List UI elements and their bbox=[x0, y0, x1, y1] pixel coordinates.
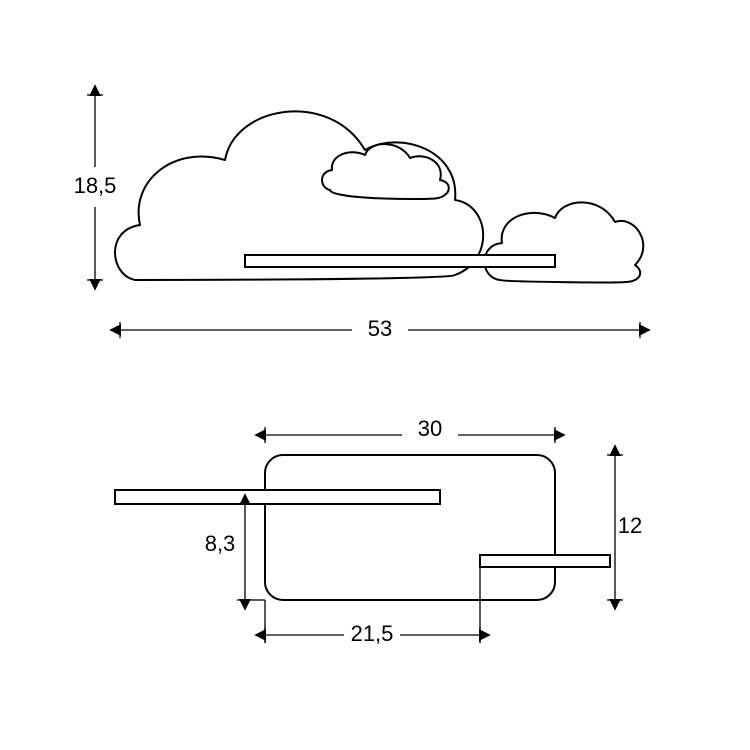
dim-bot-topwidth-label: 30 bbox=[418, 416, 442, 441]
dim-bot-bottomwidth-label: 21,5 bbox=[351, 621, 394, 646]
bottom-shelf-bot bbox=[480, 555, 610, 567]
dim-bot-rightheight-label: 12 bbox=[618, 513, 642, 538]
top-shelf-bar bbox=[245, 255, 555, 267]
right-cloud bbox=[485, 202, 644, 282]
dim-bot-innerheight-label: 8,3 bbox=[205, 531, 236, 556]
dim-top-width-label: 53 bbox=[368, 316, 392, 341]
bottom-body bbox=[265, 455, 555, 600]
bottom-shelf-top bbox=[115, 490, 440, 504]
dim-top-height-label: 18,5 bbox=[74, 173, 117, 198]
